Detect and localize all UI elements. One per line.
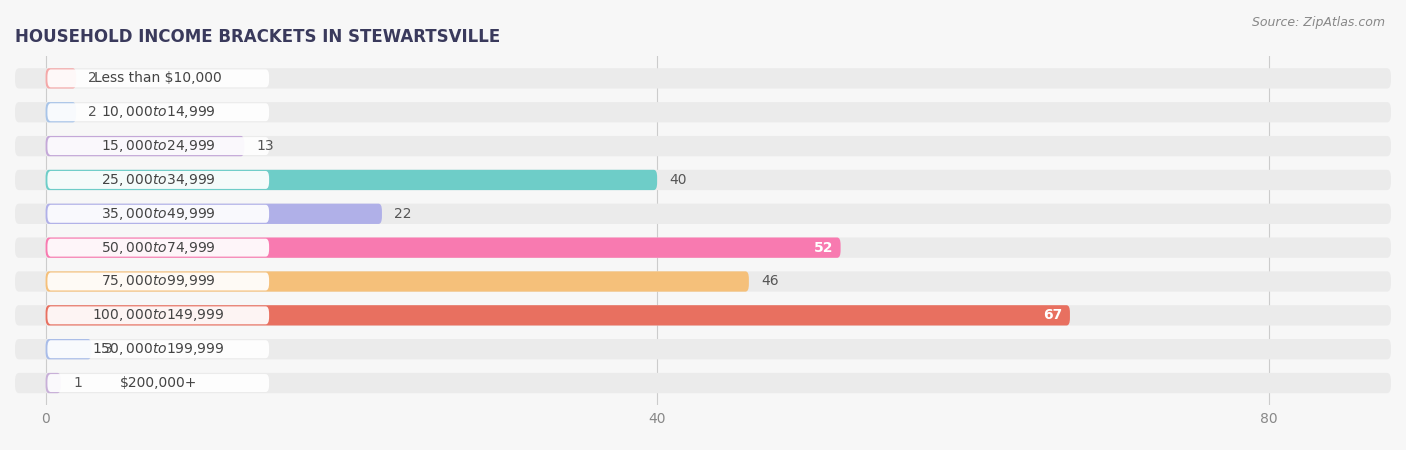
Text: Less than $10,000: Less than $10,000 (94, 72, 222, 86)
FancyBboxPatch shape (45, 136, 245, 156)
FancyBboxPatch shape (45, 68, 76, 89)
Text: 2: 2 (89, 72, 97, 86)
Text: 1: 1 (73, 376, 82, 390)
FancyBboxPatch shape (48, 340, 269, 358)
FancyBboxPatch shape (15, 136, 1391, 156)
FancyBboxPatch shape (15, 238, 1391, 258)
FancyBboxPatch shape (15, 271, 1391, 292)
Text: $100,000 to $149,999: $100,000 to $149,999 (91, 307, 225, 324)
Text: $200,000+: $200,000+ (120, 376, 197, 390)
Text: 40: 40 (669, 173, 688, 187)
Text: $50,000 to $74,999: $50,000 to $74,999 (101, 240, 215, 256)
FancyBboxPatch shape (15, 170, 1391, 190)
FancyBboxPatch shape (15, 373, 1391, 393)
Text: HOUSEHOLD INCOME BRACKETS IN STEWARTSVILLE: HOUSEHOLD INCOME BRACKETS IN STEWARTSVIL… (15, 28, 501, 46)
FancyBboxPatch shape (15, 339, 1391, 360)
Text: 22: 22 (394, 207, 412, 221)
Text: 67: 67 (1043, 308, 1063, 322)
FancyBboxPatch shape (48, 306, 269, 324)
Text: $150,000 to $199,999: $150,000 to $199,999 (91, 341, 225, 357)
FancyBboxPatch shape (48, 69, 269, 87)
FancyBboxPatch shape (45, 305, 1070, 325)
FancyBboxPatch shape (48, 103, 269, 121)
FancyBboxPatch shape (45, 238, 841, 258)
Text: 46: 46 (761, 274, 779, 288)
FancyBboxPatch shape (48, 238, 269, 256)
FancyBboxPatch shape (45, 204, 382, 224)
Text: $75,000 to $99,999: $75,000 to $99,999 (101, 274, 215, 289)
FancyBboxPatch shape (48, 137, 269, 155)
FancyBboxPatch shape (45, 339, 91, 360)
FancyBboxPatch shape (15, 68, 1391, 89)
Text: $35,000 to $49,999: $35,000 to $49,999 (101, 206, 215, 222)
FancyBboxPatch shape (15, 102, 1391, 122)
Text: Source: ZipAtlas.com: Source: ZipAtlas.com (1251, 16, 1385, 29)
Text: 2: 2 (89, 105, 97, 119)
FancyBboxPatch shape (45, 102, 76, 122)
FancyBboxPatch shape (15, 204, 1391, 224)
Text: 13: 13 (256, 139, 274, 153)
FancyBboxPatch shape (45, 373, 60, 393)
FancyBboxPatch shape (48, 273, 269, 290)
Text: $15,000 to $24,999: $15,000 to $24,999 (101, 138, 215, 154)
FancyBboxPatch shape (45, 170, 657, 190)
FancyBboxPatch shape (48, 374, 269, 392)
Text: $10,000 to $14,999: $10,000 to $14,999 (101, 104, 215, 120)
FancyBboxPatch shape (45, 271, 749, 292)
FancyBboxPatch shape (48, 171, 269, 189)
FancyBboxPatch shape (15, 305, 1391, 325)
Text: 3: 3 (104, 342, 112, 356)
FancyBboxPatch shape (48, 205, 269, 223)
Text: $25,000 to $34,999: $25,000 to $34,999 (101, 172, 215, 188)
Text: 52: 52 (814, 241, 832, 255)
